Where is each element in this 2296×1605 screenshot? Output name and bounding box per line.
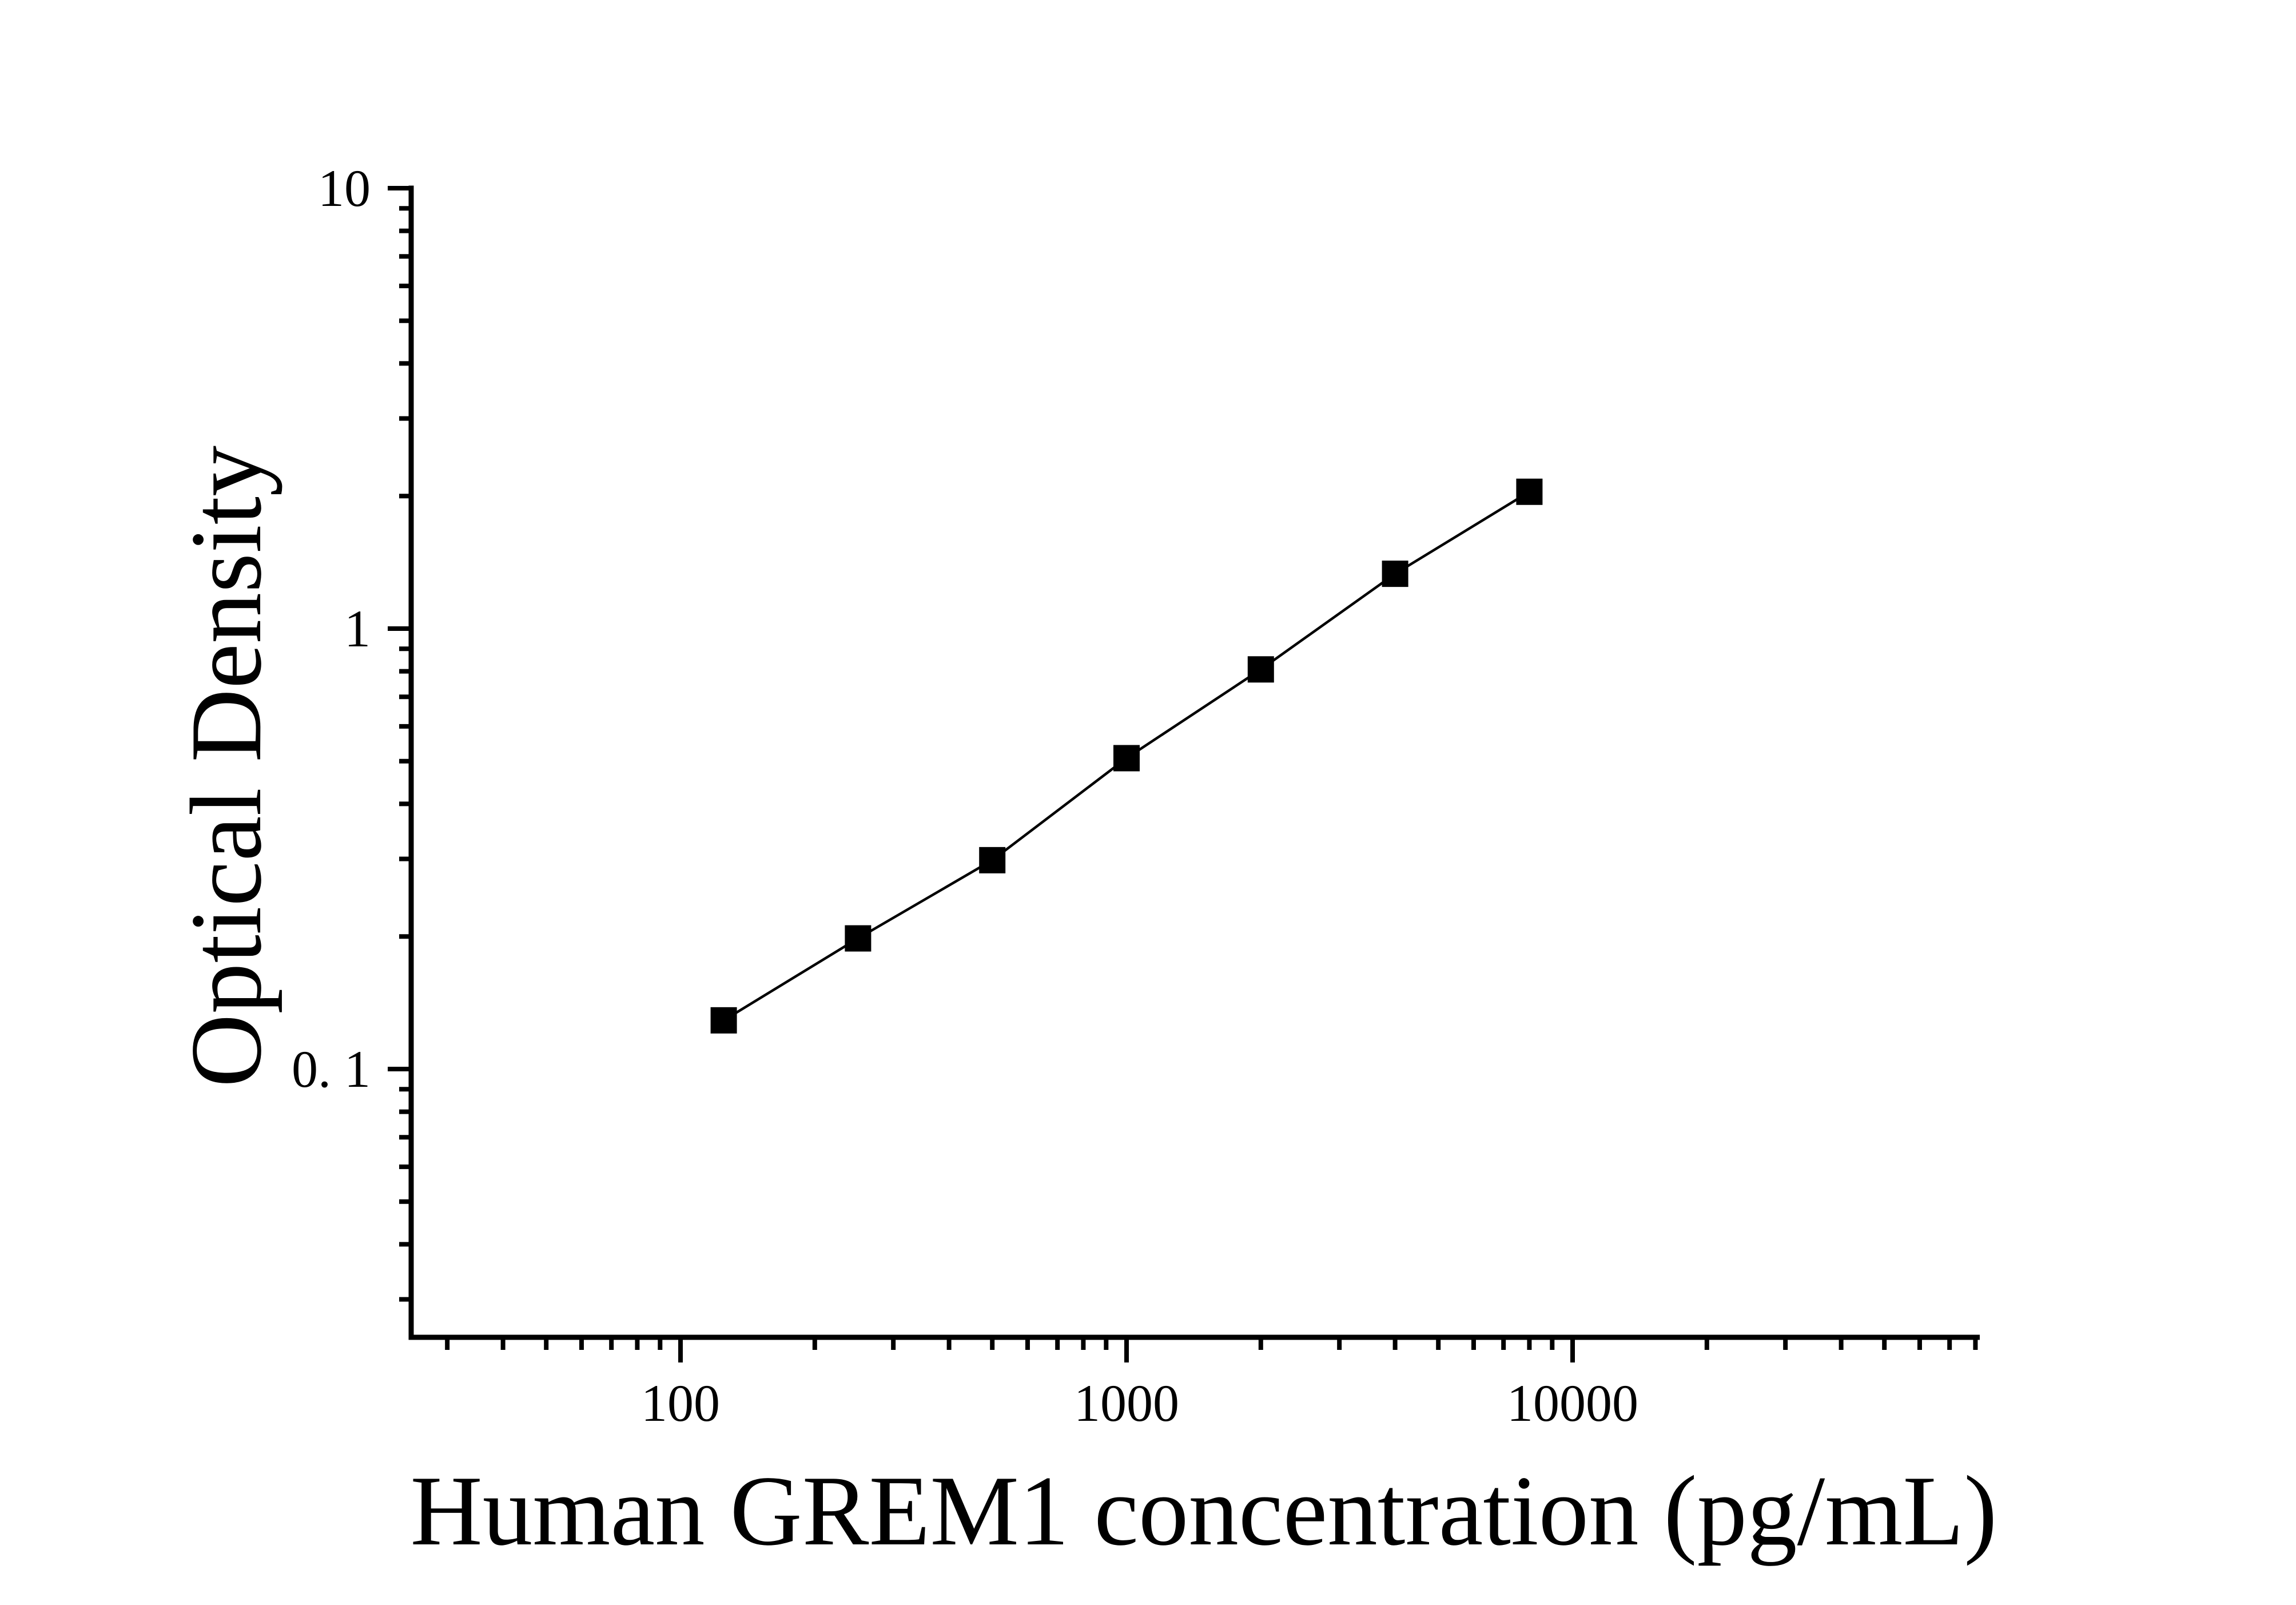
series-markers bbox=[710, 478, 1543, 1034]
y-axis-title: Optical Density bbox=[169, 446, 282, 1087]
data-point-4000 bbox=[1382, 561, 1408, 587]
x-axis-title: Human GREM1 concentration (pg/mL) bbox=[410, 1455, 1997, 1566]
x-tick-label-1000: 1000 bbox=[1074, 1374, 1179, 1432]
data-point-250 bbox=[845, 925, 872, 952]
y-tick-label-0.1: 0. 1 bbox=[292, 1040, 371, 1098]
data-point-500 bbox=[979, 847, 1006, 873]
y-axis-tick-labels: 10 1 0. 1 bbox=[292, 159, 371, 1098]
y-tick-label-10: 10 bbox=[318, 159, 371, 217]
data-point-2000 bbox=[1247, 656, 1274, 683]
x-axis-major-ticks bbox=[678, 1337, 1575, 1362]
x-tick-label-10000: 10000 bbox=[1507, 1374, 1638, 1432]
x-axis-minor-ticks bbox=[445, 1337, 1978, 1350]
data-point-8000 bbox=[1516, 478, 1543, 505]
y-axis-minor-ticks bbox=[399, 206, 411, 1302]
x-axis-tick-labels: 100 1000 10000 bbox=[641, 1374, 1638, 1432]
data-point-1000 bbox=[1113, 745, 1140, 772]
y-tick-label-1: 1 bbox=[344, 599, 371, 658]
axis-spine bbox=[408, 185, 1980, 1340]
data-point-125 bbox=[710, 1007, 737, 1034]
series-standard-curve bbox=[710, 478, 1543, 1034]
y-axis-major-ticks bbox=[388, 186, 411, 1071]
x-tick-label-100: 100 bbox=[641, 1374, 720, 1432]
